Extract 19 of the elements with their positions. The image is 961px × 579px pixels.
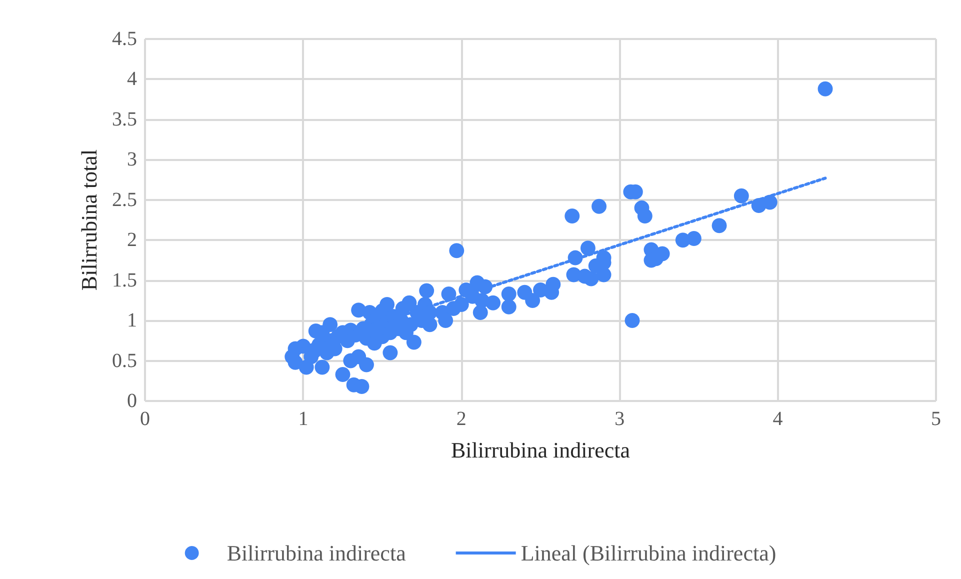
y-tick-label: 0: [127, 390, 137, 412]
x-tick-label: 2: [456, 408, 466, 430]
y-tick-label: 2: [127, 229, 137, 252]
x-axis-title: Bilirrubina indirecta: [451, 438, 630, 462]
y-tick-label: 3: [127, 148, 137, 171]
x-tick-label: 4: [772, 408, 783, 430]
x-tick-label: 1: [298, 408, 308, 430]
legend-label: Lineal (Bilirrubina indirecta): [520, 540, 776, 566]
y-axis-title: Bilirrubina total: [76, 149, 102, 291]
y-tick-label: 0.5: [112, 350, 137, 372]
y-tick-label: 1: [127, 310, 137, 332]
x-tick-label: 5: [931, 408, 941, 430]
y-tick-label: 3.5: [112, 108, 137, 130]
y-tick-label: 1.5: [112, 269, 137, 292]
y-tick-label: 2.5: [112, 188, 137, 211]
y-tick-label: 4: [127, 68, 137, 90]
y-tick-label: 4.5: [112, 28, 137, 50]
legend-label: Bilirrubina indirecta: [226, 540, 406, 566]
x-tick-label: 3: [614, 408, 625, 430]
